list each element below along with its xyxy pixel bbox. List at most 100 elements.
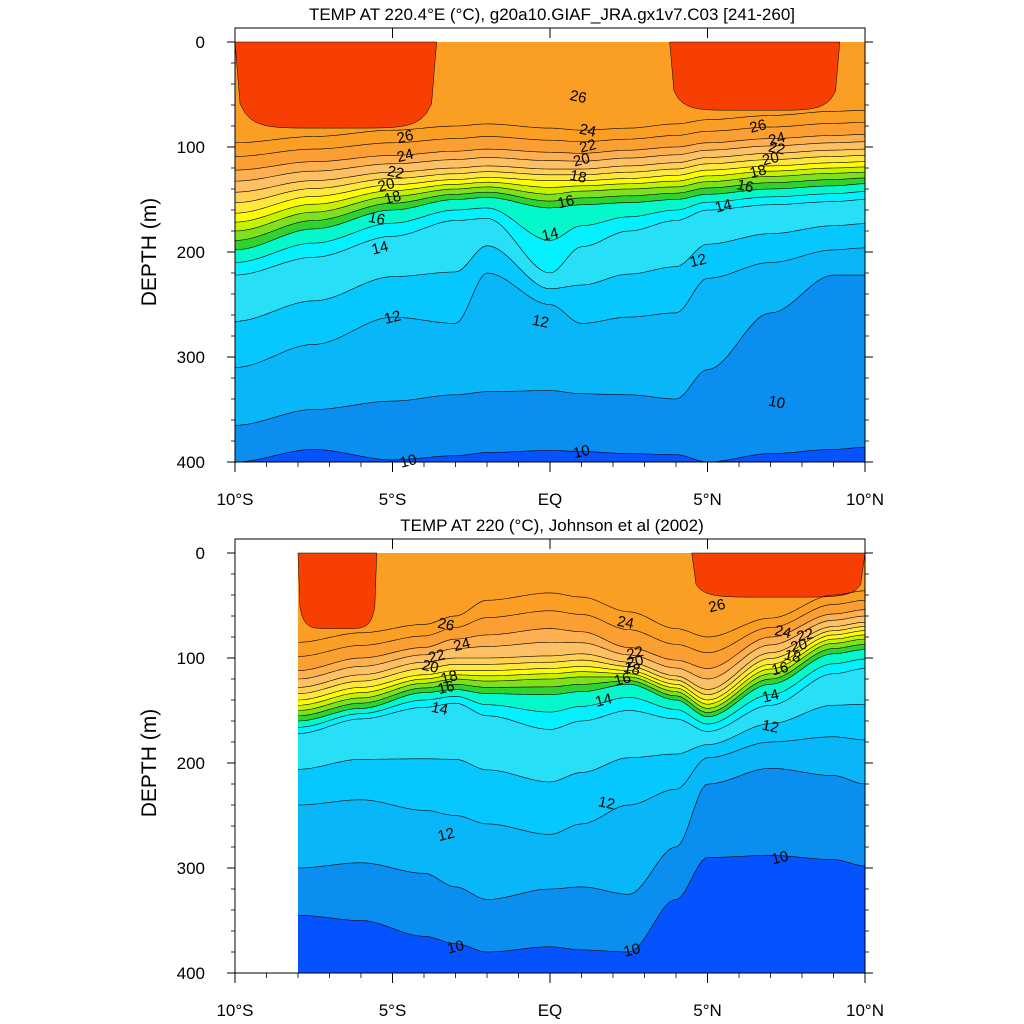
contour-label-10: 10 bbox=[622, 940, 642, 961]
contour-label-16: 16 bbox=[735, 176, 755, 196]
contour-line-25 bbox=[297, 599, 866, 657]
contour-label-22: 22 bbox=[625, 643, 645, 664]
contour-line-21 bbox=[297, 626, 866, 695]
contour-line-18 bbox=[234, 171, 866, 232]
contour-line-20 bbox=[297, 630, 866, 701]
x-tick-label: 10°N bbox=[846, 1001, 884, 1020]
x-tick-label: 5°S bbox=[379, 490, 407, 509]
contour-label-24: 24 bbox=[395, 146, 415, 167]
contour-label-18: 18 bbox=[439, 667, 459, 688]
bottom-panel-title: TEMP AT 220 (°C), Johnson et al (2002) bbox=[400, 516, 704, 535]
contour-label-26: 26 bbox=[436, 615, 456, 635]
contour-label-16: 16 bbox=[612, 669, 632, 690]
contour-line-25 bbox=[234, 122, 866, 157]
y-tick-label: 300 bbox=[177, 859, 205, 878]
contour-line-21 bbox=[234, 155, 866, 203]
contour-label-12: 12 bbox=[382, 307, 402, 328]
contour-label-20: 20 bbox=[789, 636, 809, 657]
bottom-y-axis-label: DEPTH (m) bbox=[138, 709, 161, 818]
contour-label-12: 12 bbox=[688, 251, 708, 272]
warm-pool-27-0 bbox=[234, 41, 437, 129]
contour-label-22: 22 bbox=[427, 646, 447, 667]
bottom-panel: TEMP AT 220 (°C), Johnson et al (2002) D… bbox=[138, 516, 884, 1020]
warm-pool-27-1 bbox=[691, 552, 866, 598]
contour-label-24: 24 bbox=[452, 635, 472, 656]
contour-label-10: 10 bbox=[770, 848, 790, 869]
contour-label-16: 16 bbox=[770, 659, 790, 680]
contour-label-20: 20 bbox=[571, 150, 591, 171]
contour-line-13 bbox=[297, 703, 866, 783]
contour-line-17 bbox=[234, 177, 866, 241]
y-tick-label: 300 bbox=[177, 348, 205, 367]
contour-label-22: 22 bbox=[795, 625, 815, 646]
contour-label-20: 20 bbox=[420, 657, 440, 677]
contour-line-26 bbox=[297, 590, 866, 643]
y-tick-label: 400 bbox=[177, 453, 205, 472]
contour-label-14: 14 bbox=[760, 686, 780, 707]
contour-label-18: 18 bbox=[783, 646, 803, 666]
contour-label-22: 22 bbox=[767, 138, 787, 158]
top-panel-title: TEMP AT 220.4°E (°C), g20a10.GIAF_JRA.gx… bbox=[309, 5, 795, 24]
contour-line-19 bbox=[297, 634, 866, 706]
contour-label-12: 12 bbox=[436, 825, 456, 846]
y-tick-label: 0 bbox=[196, 544, 205, 563]
contour-line-14 bbox=[234, 199, 866, 276]
y-tick-label: 400 bbox=[177, 964, 205, 983]
x-tick-label: 5°S bbox=[379, 1001, 407, 1020]
contour-label-24: 24 bbox=[773, 622, 793, 642]
contour-line-24 bbox=[234, 134, 866, 171]
y-tick-label: 200 bbox=[177, 754, 205, 773]
contour-label-20: 20 bbox=[760, 149, 780, 170]
x-tick-label: 10°N bbox=[846, 490, 884, 509]
contour-label-10: 10 bbox=[398, 451, 418, 472]
x-tick-label: EQ bbox=[538, 1001, 563, 1020]
contour-line-23 bbox=[297, 615, 866, 680]
contour-label-12: 12 bbox=[531, 312, 551, 332]
contour-label-18: 18 bbox=[748, 161, 768, 182]
contour-line-14 bbox=[297, 668, 866, 734]
y-tick-label: 200 bbox=[177, 243, 205, 262]
contour-label-14: 14 bbox=[713, 196, 733, 217]
contour-label-24: 24 bbox=[578, 121, 598, 141]
contour-label-22: 22 bbox=[386, 163, 406, 183]
contour-line-16 bbox=[234, 183, 866, 251]
contour-line-16 bbox=[297, 649, 866, 722]
contour-line-19 bbox=[234, 166, 866, 223]
contour-label-24: 24 bbox=[767, 129, 787, 150]
contour-line-23 bbox=[234, 141, 866, 182]
contour-label-20: 20 bbox=[625, 651, 645, 672]
contour-line-22 bbox=[234, 148, 866, 193]
warm-pool-27-0 bbox=[297, 552, 378, 629]
contour-label-10: 10 bbox=[445, 937, 465, 958]
contour-label-26: 26 bbox=[707, 596, 727, 617]
contour-line-13 bbox=[234, 223, 866, 322]
x-tick-label: 10°S bbox=[216, 490, 253, 509]
contour-label-22: 22 bbox=[578, 136, 598, 157]
contour-label-12: 12 bbox=[760, 717, 780, 737]
contour-line-22 bbox=[297, 622, 866, 690]
contour-line-18 bbox=[297, 638, 866, 711]
contour-label-14: 14 bbox=[594, 690, 614, 711]
y-tick-label: 100 bbox=[177, 649, 205, 668]
x-tick-label: 5°N bbox=[693, 1001, 722, 1020]
contour-line-26 bbox=[234, 109, 866, 144]
contour-label-14: 14 bbox=[370, 238, 390, 259]
contour-line-10 bbox=[297, 855, 866, 953]
contour-label-10: 10 bbox=[767, 393, 787, 413]
top-panel: TEMP AT 220.4°E (°C), g20a10.GIAF_JRA.gx… bbox=[138, 5, 884, 509]
contour-line-17 bbox=[297, 644, 866, 717]
contour-line-15 bbox=[297, 658, 866, 728]
contour-line-11 bbox=[234, 274, 865, 426]
y-tick-label: 0 bbox=[196, 33, 205, 52]
y-tick-label: 100 bbox=[177, 138, 205, 157]
contour-label-24: 24 bbox=[616, 613, 636, 633]
contour-label-10: 10 bbox=[571, 442, 591, 463]
contour-line-24 bbox=[297, 609, 866, 671]
x-tick-label: 10°S bbox=[216, 1001, 253, 1020]
contour-label-16: 16 bbox=[367, 209, 387, 229]
contour-line-20 bbox=[234, 161, 866, 214]
warm-pool-27-1 bbox=[669, 41, 841, 111]
x-tick-label: 5°N bbox=[693, 490, 722, 509]
contour-label-16: 16 bbox=[556, 192, 576, 213]
